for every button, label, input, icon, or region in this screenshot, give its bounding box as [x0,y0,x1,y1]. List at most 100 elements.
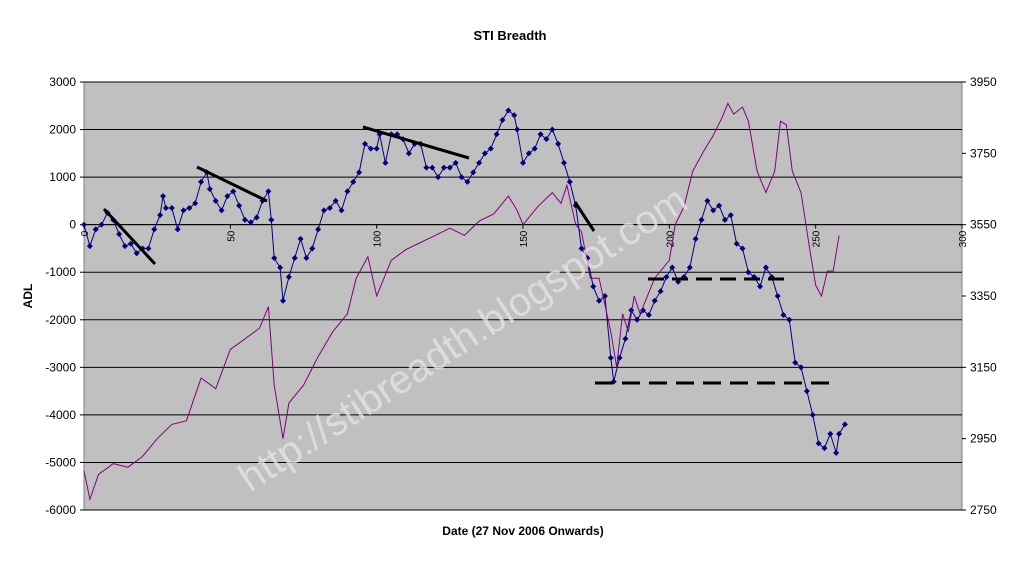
marker [809,411,816,418]
marker [157,212,164,219]
marker [798,364,805,371]
marker [429,164,436,171]
marker [628,307,635,314]
marker [86,243,93,250]
marker [145,245,152,252]
marker [92,226,99,233]
marker [710,207,717,214]
marker [470,169,477,176]
marker [841,421,848,428]
marker [277,264,284,271]
marker [212,197,219,204]
marker [198,178,205,185]
marker [531,145,538,152]
marker [435,174,442,181]
marker [657,288,664,295]
marker [382,159,389,166]
marker [291,254,298,261]
marker [727,212,734,219]
plot-area [83,81,963,511]
marker [481,150,488,157]
marker [98,221,105,228]
series-line [83,102,840,502]
marker [663,273,670,280]
marker [645,312,652,319]
y-tick-label: -3000 [45,360,76,374]
marker [792,359,799,366]
marker [692,235,699,242]
marker [297,235,304,242]
y-axis-label: ADL [21,284,35,309]
y-tick-label: 0 [69,218,76,232]
marker [555,140,562,147]
marker [356,169,363,176]
marker [762,264,769,271]
marker [578,245,585,252]
marker [303,254,310,261]
marker [309,245,316,252]
marker [698,216,705,223]
y-tick-label: -5000 [45,455,76,469]
marker [127,240,134,247]
marker [721,216,728,223]
marker [236,202,243,209]
marker [525,150,532,157]
marker [607,354,614,361]
marker [160,193,167,200]
marker [499,117,506,124]
marker [338,207,345,214]
marker [833,449,840,456]
marker [218,207,225,214]
y2-tick-label: 2950 [970,432,997,446]
trendline [102,207,157,266]
y-tick-label: -6000 [45,503,76,517]
marker [493,131,500,138]
y2-tick-label: 3550 [970,218,997,232]
marker [821,445,828,452]
marker [639,307,646,314]
marker [622,335,629,342]
marker [669,264,676,271]
marker [332,197,339,204]
trendline [196,165,268,203]
marker [315,226,322,233]
y-tick-label: 2000 [49,123,76,137]
marker [590,283,597,290]
marker [566,178,573,185]
marker [487,145,494,152]
marker [704,197,711,204]
marker [186,205,193,212]
marker [224,193,231,200]
marker [326,205,333,212]
marker [464,178,471,185]
marker [827,430,834,437]
marker [151,226,158,233]
marker [423,164,430,171]
x-tick-label: 100 [373,230,384,247]
marker [230,188,237,195]
y-tick-label: -2000 [45,313,76,327]
marker [505,107,512,114]
y-tick-label: -1000 [45,265,76,279]
marker [350,178,357,185]
marker [452,159,459,166]
marker [803,388,810,395]
marker [520,159,526,166]
marker [285,273,292,280]
trendline [362,125,470,160]
marker [162,205,169,212]
x-tick-label: 50 [226,230,237,242]
marker [446,164,453,171]
y2-tick-label: 3750 [970,146,997,160]
marker [739,245,746,252]
marker [440,164,447,171]
marker [733,240,740,247]
marker [373,145,380,152]
y-tick-label: -4000 [45,408,76,422]
marker [133,250,140,257]
marker [174,226,181,233]
marker [780,312,787,319]
marker [180,207,187,214]
marker [367,145,374,152]
marker [280,297,287,304]
